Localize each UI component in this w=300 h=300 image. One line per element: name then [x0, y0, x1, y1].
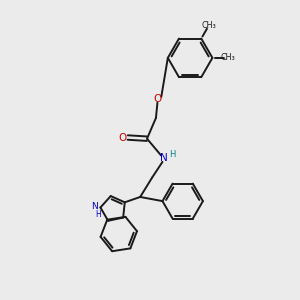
Text: N: N — [92, 202, 98, 211]
Text: H: H — [169, 150, 176, 159]
Text: H: H — [95, 209, 101, 218]
Text: O: O — [118, 133, 127, 142]
Text: CH₃: CH₃ — [202, 21, 216, 30]
Text: N: N — [160, 153, 168, 163]
Text: O: O — [153, 94, 162, 104]
Text: CH₃: CH₃ — [220, 53, 235, 62]
